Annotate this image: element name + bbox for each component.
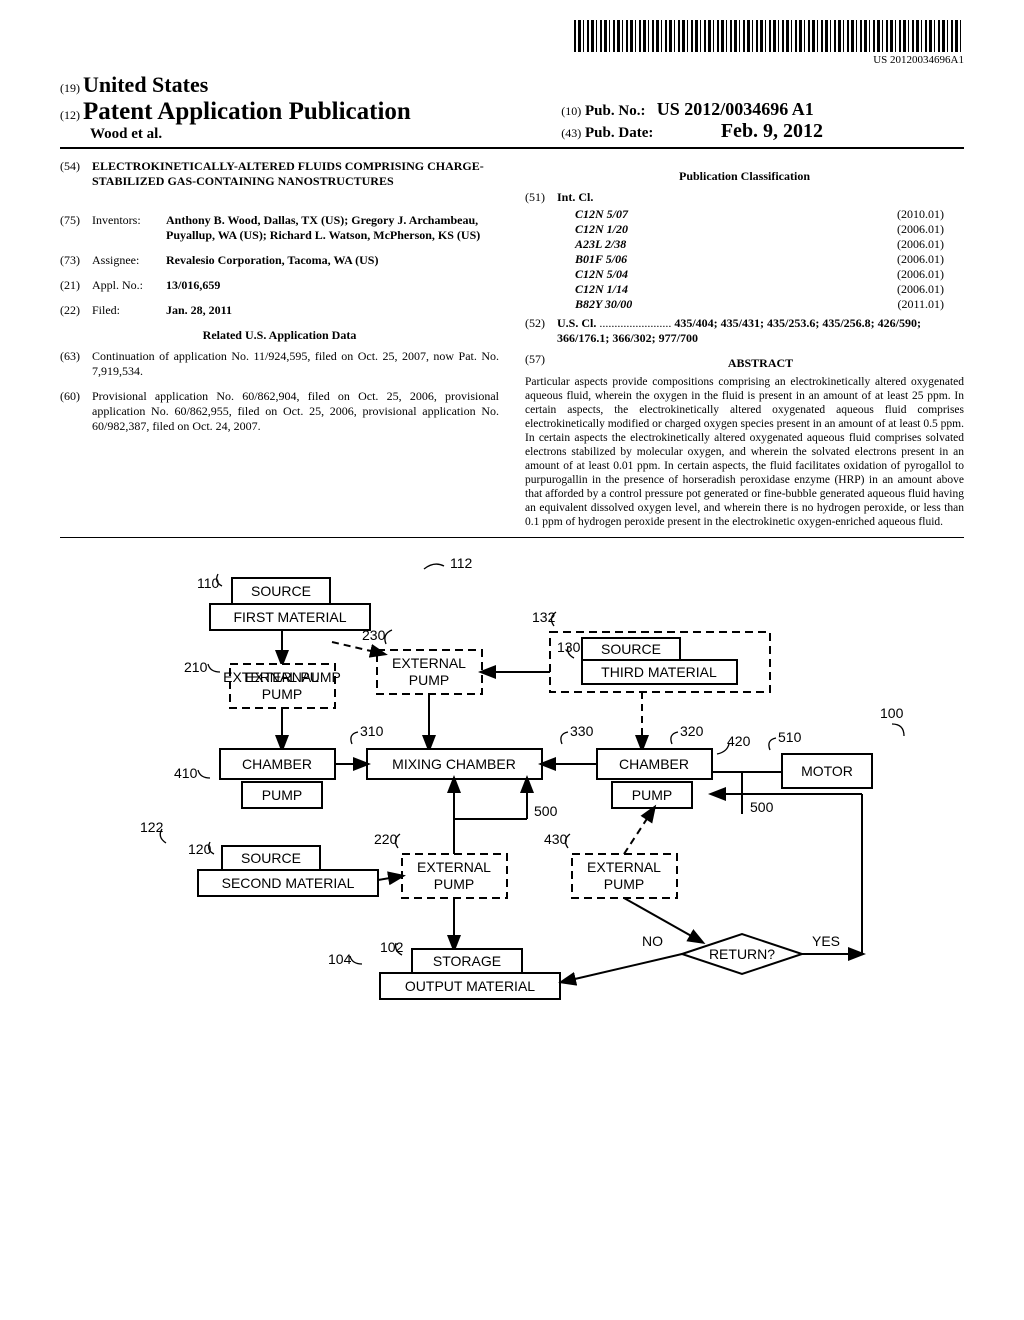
svg-text:THIRD MATERIAL: THIRD MATERIAL xyxy=(601,664,717,680)
inventors-code: (75) xyxy=(60,213,92,243)
svg-text:MIXING CHAMBER: MIXING CHAMBER xyxy=(392,756,516,772)
intcl-code: (51) xyxy=(525,190,557,205)
abstract-text: Particular aspects provide compositions … xyxy=(525,375,964,529)
svg-text:EXTERNAL: EXTERNAL xyxy=(417,859,491,875)
pub-type: Patent Application Publication xyxy=(83,98,411,125)
intcl-label: Int. Cl. xyxy=(557,190,593,204)
prefix-pubtype: (12) xyxy=(60,108,80,122)
pubclass-heading: Publication Classification xyxy=(525,169,964,184)
abstract-heading: ABSTRACT xyxy=(557,356,964,371)
pubno-value: US 2012/0034696 A1 xyxy=(657,99,814,119)
svg-text:320: 320 xyxy=(680,723,704,739)
svg-text:EXTERNAL: EXTERNAL xyxy=(392,655,466,671)
svg-text:120: 120 xyxy=(188,841,212,857)
svg-text:122: 122 xyxy=(140,819,164,835)
svg-text:112: 112 xyxy=(450,555,473,571)
svg-text:STORAGE: STORAGE xyxy=(433,953,501,969)
svg-text:SOURCE: SOURCE xyxy=(251,583,311,599)
related-heading: Related U.S. Application Data xyxy=(60,328,499,343)
svg-text:500: 500 xyxy=(534,803,558,819)
svg-text:430: 430 xyxy=(544,831,568,847)
provisional-text: Provisional application No. 60/862,904, … xyxy=(92,389,499,434)
svg-text:PUMP: PUMP xyxy=(604,876,644,892)
svg-text:EXTERNAL: EXTERNAL xyxy=(587,859,661,875)
prefix-pubdate: (43) xyxy=(561,126,581,140)
svg-text:500: 500 xyxy=(750,799,774,815)
svg-text:310: 310 xyxy=(360,723,384,739)
svg-text:YES: YES xyxy=(812,933,840,949)
svg-text:102: 102 xyxy=(380,939,404,955)
svg-text:SOURCE: SOURCE xyxy=(601,641,661,657)
abs-code: (57) xyxy=(525,352,557,375)
svg-text:132: 132 xyxy=(532,609,556,625)
svg-text:OUTPUT MATERIAL: OUTPUT MATERIAL xyxy=(405,978,535,994)
uscl-code: (52) xyxy=(525,316,557,346)
uscl-label: U.S. Cl. xyxy=(557,316,596,330)
filed-label: Filed: xyxy=(92,303,166,318)
svg-text:420: 420 xyxy=(727,733,751,749)
svg-text:PUMP: PUMP xyxy=(262,686,302,702)
svg-text:104: 104 xyxy=(328,951,352,967)
svg-text:PUMP: PUMP xyxy=(262,787,302,803)
bibliographic-data: (54) ELECTROKINETICALLY-ALTERED FLUIDS C… xyxy=(60,159,964,538)
flow-diagram: 100 112 SOURCE FIRST MATERIAL 110 EXTERN… xyxy=(102,554,922,1024)
barcode-number: US 20120034696A1 xyxy=(873,54,964,66)
svg-text:PUMP: PUMP xyxy=(632,787,672,803)
pubno-label: Pub. No.: xyxy=(585,103,645,119)
svg-text:410: 410 xyxy=(174,765,198,781)
applno-label: Appl. No.: xyxy=(92,278,166,293)
filed-code: (22) xyxy=(60,303,92,318)
prov-code: (60) xyxy=(60,389,92,434)
cont-code: (63) xyxy=(60,349,92,379)
applno-code: (21) xyxy=(60,278,92,293)
svg-text:NO: NO xyxy=(642,933,663,949)
svg-text:EXTERNAL: EXTERNAL xyxy=(245,669,319,685)
pubdate-value: Feb. 9, 2012 xyxy=(721,120,823,142)
assignee: Revalesio Corporation, Tacoma, WA (US) xyxy=(166,253,499,268)
svg-text:510: 510 xyxy=(778,729,802,745)
country: United States xyxy=(83,72,208,97)
svg-text:100: 100 xyxy=(880,705,904,721)
svg-text:CHAMBER: CHAMBER xyxy=(242,756,312,772)
applno: 13/016,659 xyxy=(166,278,499,293)
svg-text:RETURN?: RETURN? xyxy=(709,946,775,962)
continuation-text: Continuation of application No. 11/924,5… xyxy=(92,349,499,379)
filed: Jan. 28, 2011 xyxy=(166,303,499,318)
title-code: (54) xyxy=(60,159,92,203)
inventors-label: Inventors: xyxy=(92,213,166,243)
pubdate-label: Pub. Date: xyxy=(585,125,653,141)
svg-text:PUMP: PUMP xyxy=(409,672,449,688)
svg-text:210: 210 xyxy=(184,659,208,675)
svg-text:CHAMBER: CHAMBER xyxy=(619,756,689,772)
invention-title: ELECTROKINETICALLY-ALTERED FLUIDS COMPRI… xyxy=(92,159,499,189)
header: (19) United States (12) Patent Applicati… xyxy=(60,72,964,149)
svg-text:SOURCE: SOURCE xyxy=(241,850,301,866)
svg-text:PUMP: PUMP xyxy=(434,876,474,892)
svg-text:330: 330 xyxy=(570,723,594,739)
prefix-country: (19) xyxy=(60,81,80,95)
svg-text:110: 110 xyxy=(197,575,220,591)
svg-text:220: 220 xyxy=(374,831,398,847)
barcode xyxy=(574,20,964,52)
svg-text:FIRST MATERIAL: FIRST MATERIAL xyxy=(233,609,346,625)
svg-text:SECOND MATERIAL: SECOND MATERIAL xyxy=(222,875,355,891)
svg-text:230: 230 xyxy=(362,627,386,643)
assignee-code: (73) xyxy=(60,253,92,268)
intcl-list: C12N 5/07(2010.01) C12N 1/20(2006.01) A2… xyxy=(525,207,964,312)
prefix-pubno: (10) xyxy=(561,104,581,118)
assignee-label: Assignee: xyxy=(92,253,166,268)
authors-line: Wood et al. xyxy=(60,126,543,143)
inventors: Anthony B. Wood, Dallas, TX (US); Gregor… xyxy=(166,213,499,243)
svg-text:MOTOR: MOTOR xyxy=(801,763,853,779)
svg-text:130: 130 xyxy=(557,639,581,655)
